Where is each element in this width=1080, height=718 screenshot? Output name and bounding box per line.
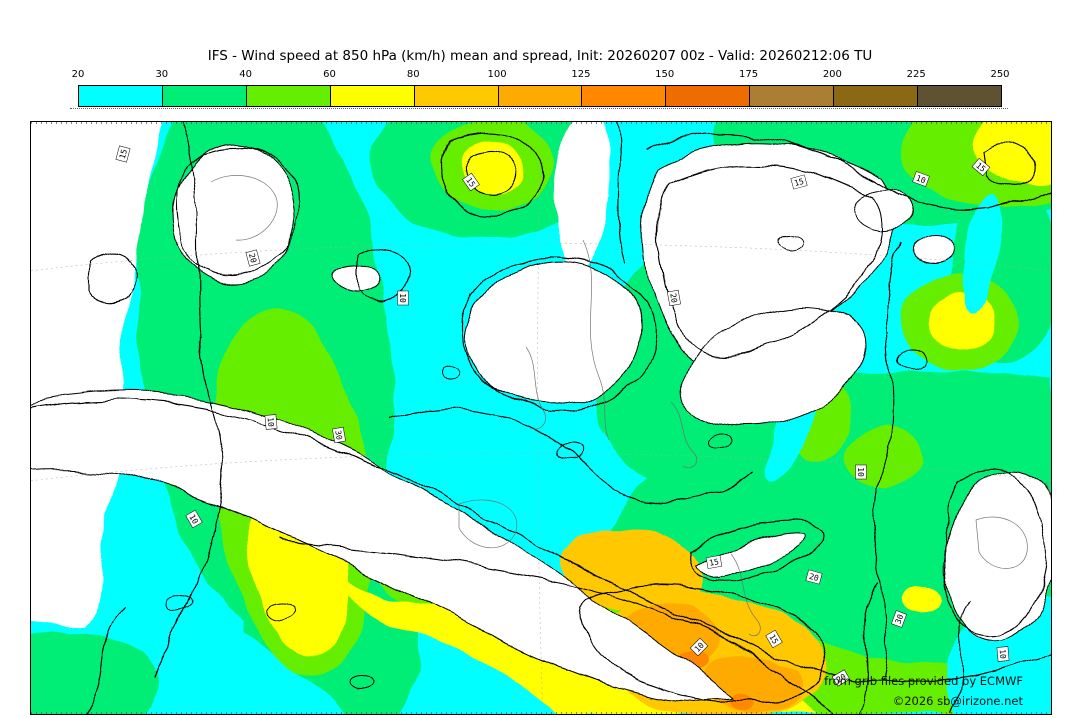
- contour-label: 10: [912, 171, 930, 187]
- svg-text:20: 20: [247, 252, 258, 264]
- svg-text:15: 15: [767, 633, 780, 646]
- colorbar-cell: [330, 86, 415, 106]
- colorbar-tick-label: 60: [323, 69, 336, 80]
- colorbar-tick-label: 20: [71, 69, 85, 80]
- map-title: IFS - Wind speed at 850 hPa (km/h) mean …: [207, 48, 873, 64]
- contour-label: 15: [705, 555, 723, 569]
- colorbar-underline: [70, 108, 1008, 109]
- svg-text:15: 15: [793, 177, 805, 188]
- attribution-copyright: ©2026 sb@irizone.net: [892, 694, 1023, 708]
- contour-label: 30: [891, 610, 907, 628]
- contour-label: 20: [245, 249, 261, 267]
- colorbar-tick-label: 175: [738, 69, 759, 80]
- colorbar-tick-label: 125: [571, 69, 591, 80]
- svg-text:30: 30: [333, 430, 344, 441]
- contour-label: 10: [996, 646, 1010, 662]
- contour-label: 20: [831, 669, 851, 687]
- colorbar-tick-label: 80: [406, 69, 420, 80]
- colorbar: [78, 85, 1002, 107]
- colorbar-cell: [414, 86, 499, 106]
- svg-text:10: 10: [856, 467, 865, 477]
- contour-label: 20: [667, 289, 681, 307]
- svg-text:20: 20: [835, 672, 848, 685]
- colorbar-tick-labels: 20 30 40 60 80 100 125 150 175 200 225 250: [72, 69, 1010, 83]
- contour-label: 10: [264, 414, 278, 430]
- svg-text:10: 10: [915, 174, 927, 186]
- colorbar-cell: [666, 86, 751, 106]
- colorbar-tick-label: 225: [906, 69, 926, 80]
- svg-text:10: 10: [998, 649, 1008, 660]
- contour-label: 15: [115, 145, 131, 163]
- colorbar-cell: [162, 86, 247, 106]
- contour-label: 15: [765, 629, 783, 649]
- colorbar-cell: [79, 86, 163, 106]
- coastlines: [210, 175, 1051, 637]
- colorbar-tick-label: 200: [822, 69, 842, 80]
- colorbar-cell: [498, 86, 583, 106]
- contour-label: 10: [185, 509, 203, 529]
- colorbar-tick-label: 100: [487, 69, 507, 80]
- colorbar-cell: [834, 86, 919, 106]
- svg-text:30: 30: [894, 613, 906, 625]
- contour-label: 15: [790, 174, 808, 190]
- contour-label: 20: [805, 569, 823, 585]
- colorbar-cell: [246, 86, 331, 106]
- weather-map: 15 20 10 20 15 15 10 10 30 10 15 20 15 10 30 10 20 15 10: [31, 122, 1051, 714]
- graticule: [31, 122, 1051, 714]
- colorbar-tick-label: 250: [990, 69, 1010, 80]
- svg-text:15: 15: [709, 557, 720, 568]
- contour-labels: 15 20 10 20 15 15 10 10 30 10 15 20 15 10 30 10 20 15 10: [115, 145, 1010, 687]
- contour-label: 10: [397, 290, 409, 306]
- svg-text:20: 20: [808, 572, 820, 583]
- contour-label: 15: [462, 172, 480, 192]
- map-canvas: 15 20 10 20 15 15 10 10 30 10 15 20 15 10 30 10 20 15 10: [31, 122, 1051, 714]
- svg-text:15: 15: [118, 148, 129, 160]
- svg-text:10: 10: [266, 417, 276, 428]
- contour-label: 15: [971, 157, 991, 177]
- colorbar-cell: [582, 86, 667, 106]
- colorbar-cell: [750, 86, 835, 106]
- colorbar-tick-label: 30: [155, 69, 169, 80]
- contour-label: 10: [689, 637, 709, 657]
- attribution-source: from grib files provided by ECMWF: [824, 674, 1023, 688]
- svg-text:10: 10: [187, 513, 200, 526]
- colorbar-cell: [918, 86, 1001, 106]
- contour-label: 10: [855, 464, 867, 480]
- colorbar-tick-label: 40: [239, 69, 252, 80]
- svg-text:10: 10: [398, 293, 407, 303]
- colorbar-tick-label: 150: [655, 69, 675, 80]
- svg-text:20: 20: [668, 293, 679, 304]
- contour-label: 30: [332, 426, 346, 444]
- weather-map-frame: 15 20 10 20 15 15 10 10 30 10 15 20 15 10 30 10 20 15 10 f…: [30, 121, 1052, 715]
- contour-lines: [31, 122, 1051, 714]
